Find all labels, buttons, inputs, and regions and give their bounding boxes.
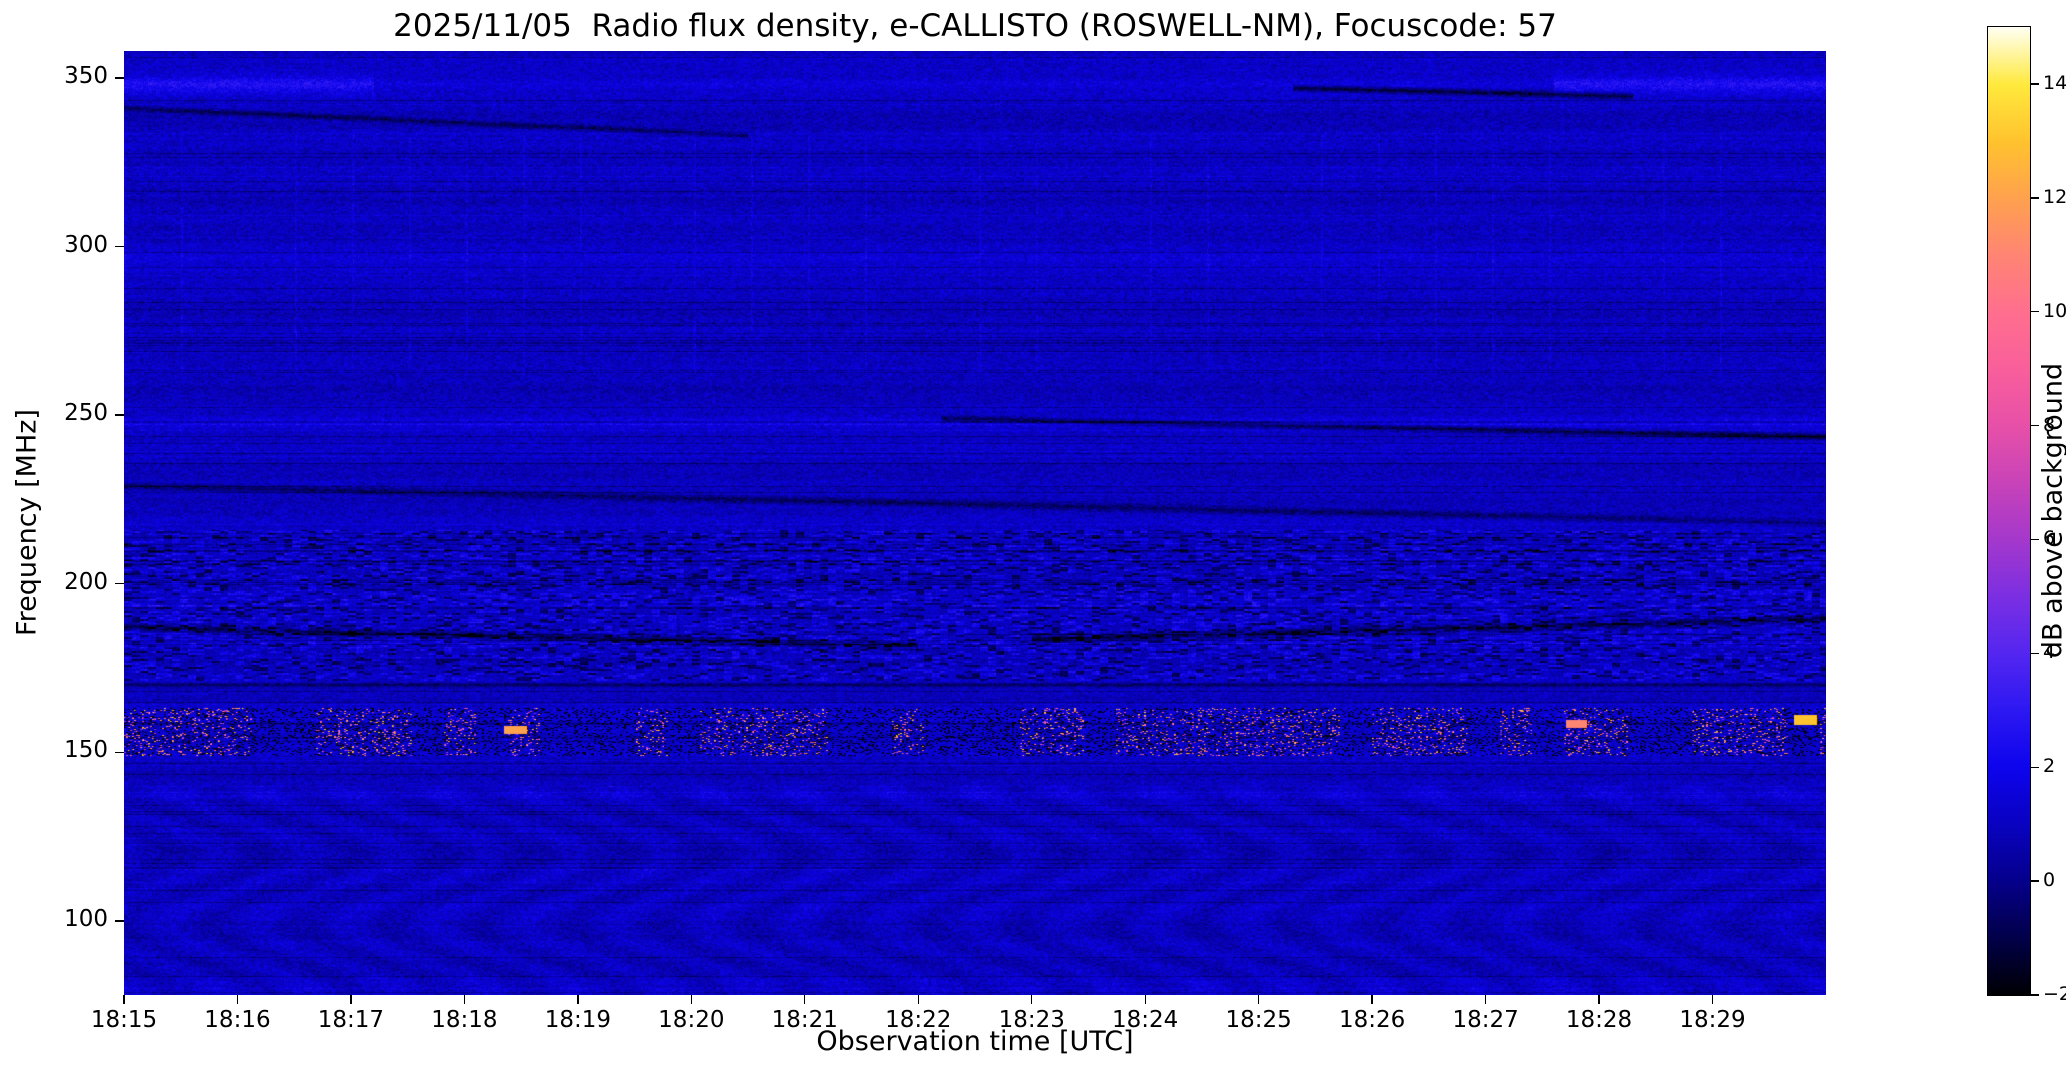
y-tick-label: 150 xyxy=(64,737,108,764)
y-tick-mark xyxy=(115,920,124,922)
colorbar-tick-label: 4 xyxy=(2043,641,2056,664)
x-tick-mark xyxy=(236,995,239,1004)
y-tick-label: 250 xyxy=(64,400,108,427)
x-tick-mark xyxy=(804,995,806,1004)
colorbar-tick-mark xyxy=(2031,311,2039,313)
y-tick-mark xyxy=(115,245,124,248)
x-tick-label: 18:29 xyxy=(1679,1007,1746,1033)
colorbar-tick-mark xyxy=(2031,197,2039,199)
chart-title: 2025/11/05 Radio flux density, e-CALLIST… xyxy=(393,8,1557,44)
x-tick-mark xyxy=(1484,995,1487,1004)
x-tick-mark xyxy=(1031,995,1033,1004)
x-tick-label: 18:15 xyxy=(90,1007,158,1033)
x-tick-label: 18:28 xyxy=(1565,1007,1633,1033)
colorbar-tick-label: 12 xyxy=(2043,185,2066,208)
x-tick-label: 18:18 xyxy=(431,1007,498,1033)
y-tick-mark xyxy=(115,751,124,753)
colorbar-tick-mark xyxy=(2031,424,2039,427)
x-tick-mark xyxy=(690,995,693,1004)
y-tick-label: 100 xyxy=(64,905,108,932)
colorbar-tick-label: 8 xyxy=(2043,413,2056,436)
x-tick-label: 18:25 xyxy=(1225,1007,1292,1033)
colorbar-tick-label: 0 xyxy=(2043,869,2056,892)
colorbar-tick-mark xyxy=(2031,83,2039,85)
colorbar-tick-label: 14 xyxy=(2043,71,2066,94)
colorbar-tick-mark xyxy=(2031,652,2039,655)
x-tick-mark xyxy=(1711,995,1714,1004)
x-tick-label: 18:17 xyxy=(317,1007,385,1033)
y-tick-label: 350 xyxy=(64,62,108,89)
y-tick-mark xyxy=(115,77,124,79)
x-tick-label: 18:22 xyxy=(885,1007,952,1033)
x-tick-mark xyxy=(1598,995,1600,1004)
y-tick-label: 200 xyxy=(64,568,108,595)
colorbar-tick-label: 6 xyxy=(2043,527,2056,550)
x-tick-mark xyxy=(123,995,125,1004)
x-tick-label: 18:23 xyxy=(998,1007,1065,1033)
x-tick-label: 18:19 xyxy=(544,1007,611,1033)
x-tick-label: 18:27 xyxy=(1452,1007,1519,1033)
x-tick-mark xyxy=(1144,995,1146,1004)
colorbar-canvas xyxy=(1987,26,2031,996)
colorbar-tick-mark xyxy=(2031,766,2039,768)
y-tick-label: 300 xyxy=(64,231,108,258)
x-tick-label: 18:26 xyxy=(1338,1007,1406,1033)
x-tick-mark xyxy=(463,995,466,1004)
colorbar-tick-label: −2 xyxy=(2043,983,2066,1005)
colorbar-tick-mark xyxy=(2031,880,2039,882)
y-axis-label: Frequency [MHz] xyxy=(11,409,43,636)
y-tick-mark xyxy=(115,582,124,585)
x-axis-label: Observation time [UTC] xyxy=(816,1026,1134,1057)
x-tick-label: 18:16 xyxy=(204,1007,271,1033)
y-tick-mark xyxy=(115,414,124,416)
colorbar-tick-mark xyxy=(2031,538,2039,541)
x-tick-mark xyxy=(917,995,919,1004)
spectrogram-canvas xyxy=(124,51,1826,995)
colorbar-tick-mark xyxy=(2031,994,2039,996)
colorbar-tick-label: 2 xyxy=(2043,755,2056,778)
x-tick-mark xyxy=(1371,995,1373,1004)
colorbar-label: dB above background xyxy=(2037,362,2066,659)
x-tick-label: 18:21 xyxy=(771,1007,838,1033)
x-tick-mark xyxy=(350,995,352,1004)
x-tick-mark xyxy=(1257,995,1260,1004)
x-tick-mark xyxy=(577,995,579,1004)
x-tick-label: 18:24 xyxy=(1112,1007,1179,1033)
x-tick-label: 18:20 xyxy=(658,1007,725,1033)
colorbar-tick-label: 10 xyxy=(2043,299,2066,322)
